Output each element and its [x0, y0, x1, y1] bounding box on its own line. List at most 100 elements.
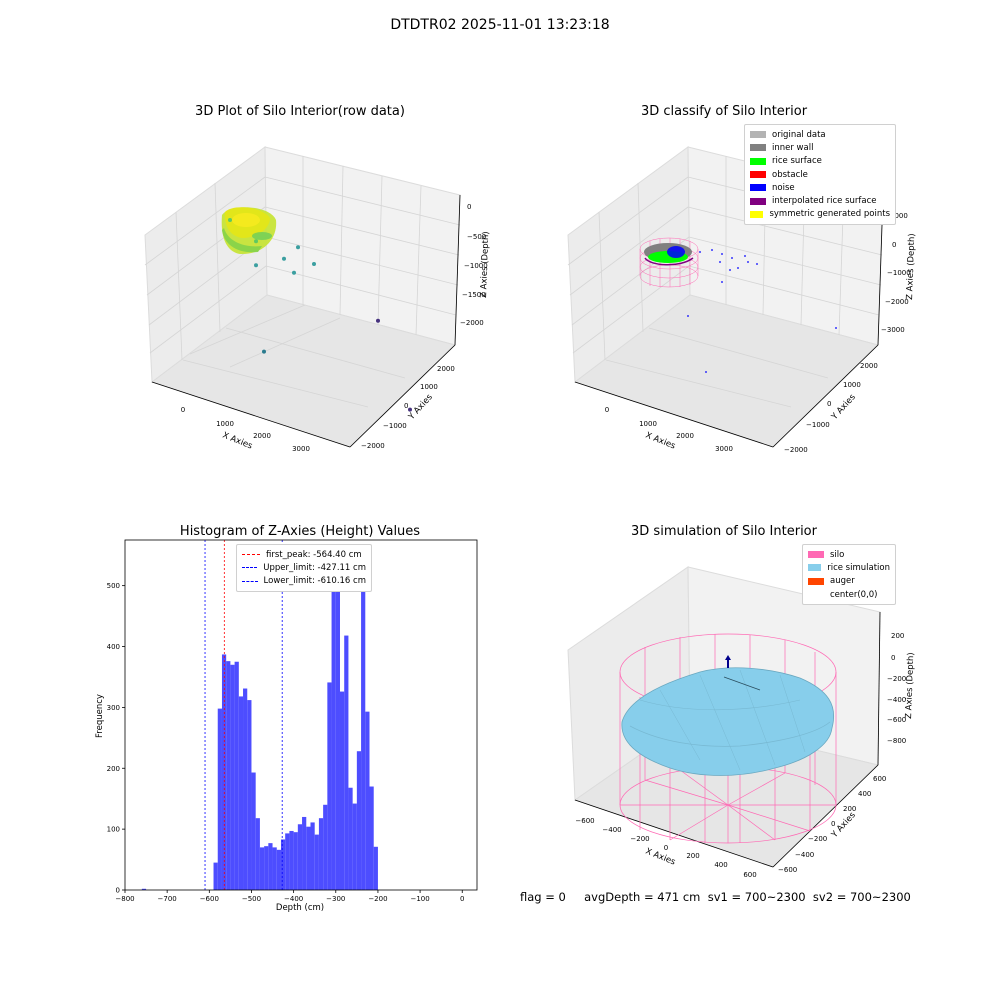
panel4-legend-label: center(0,0) [830, 589, 878, 600]
scatter-point [408, 407, 412, 412]
histogram-bar [289, 830, 294, 890]
panel4-zlabel: Z Axies (Depth) [904, 652, 916, 719]
panel2-noise-cluster [667, 246, 685, 258]
x-tick-label: −300 [326, 895, 345, 903]
histogram-legend-label: Upper_limit: -427.11 cm [263, 562, 366, 573]
histogram-bar [238, 696, 244, 890]
panel2-xlabel: X Axies [644, 431, 677, 452]
y-tick-label: 500 [107, 582, 120, 590]
svg-text:−1000: −1000 [887, 269, 911, 277]
panel1-title: 3D Plot of Silo Interior(row data) [195, 104, 405, 119]
svg-text:−3000: −3000 [881, 326, 905, 334]
panel4-legend-swatch [808, 577, 824, 585]
noise-point [747, 261, 749, 263]
scatter-point [254, 239, 258, 244]
panel4-xlabel: X Axies [644, 847, 677, 868]
histogram-bar [323, 804, 328, 890]
svg-text:−2000: −2000 [460, 319, 484, 327]
svg-text:400: 400 [714, 861, 727, 869]
svg-text:1000: 1000 [843, 381, 861, 389]
svg-text:0: 0 [605, 406, 609, 414]
histogram-bar [243, 688, 248, 890]
histogram-bar [251, 772, 256, 890]
svg-text:200: 200 [686, 852, 699, 860]
histogram-bar [255, 818, 260, 890]
histogram-bar [348, 787, 353, 890]
panel4-legend-label: rice simulation [827, 562, 890, 573]
noise-point [744, 255, 746, 257]
panel2-legend-item: symmetric generated points [750, 208, 890, 221]
histogram-legend-label: Lower_limit: -610.16 cm [263, 576, 366, 587]
svg-text:2000: 2000 [437, 365, 455, 373]
histogram-bar [141, 888, 147, 890]
panel2-legend-label: symmetric generated points [769, 209, 890, 220]
svg-text:−200: −200 [808, 835, 827, 843]
svg-text:1000: 1000 [639, 420, 657, 428]
histogram-legend-item: first_peak: -564.40 cm [242, 548, 366, 561]
noise-point [729, 269, 731, 271]
svg-text:600: 600 [743, 871, 756, 879]
panel4-legend: silo rice simulation auger center(0,0) [802, 544, 896, 606]
svg-text:−600: −600 [887, 716, 906, 724]
noise-point [699, 251, 701, 253]
histogram-bar [221, 654, 227, 890]
svg-text:0: 0 [467, 203, 471, 211]
y-tick-label: 300 [107, 704, 120, 712]
panel2-interpolated-surface [644, 257, 694, 266]
svg-text:200: 200 [891, 632, 904, 640]
panel1-ylabel: Y Axies [406, 392, 435, 423]
panel2-title: 3D classify of Silo Interior [640, 104, 808, 119]
svg-text:−800: −800 [887, 737, 906, 745]
noise-point [721, 281, 723, 283]
panel2-legend-item: original data [750, 128, 890, 141]
panel2-zlabel: Z Axies (Depth) [905, 233, 917, 300]
histogram-bar [314, 834, 319, 890]
svg-text:−600: −600 [575, 817, 594, 825]
scatter-point [228, 218, 232, 222]
panel4-center-marker [725, 655, 731, 668]
panel1-zlabel: Z Axies (Depth) [479, 231, 491, 298]
svg-text:−1000: −1000 [464, 262, 488, 270]
panel2-legend-label: inner wall [772, 142, 814, 153]
histogram-legend-swatch [242, 580, 258, 582]
panel2-legend: original data inner wall rice surface obsta… [744, 124, 896, 226]
panel2-legend-label: original data [772, 129, 826, 140]
histogram-bar [318, 818, 324, 890]
panel2-legend-item: inner wall [750, 141, 890, 154]
histogram-bar [280, 839, 286, 890]
histogram-legend: first_peak: -564.40 cm Upper_limit: -427.… [236, 544, 372, 592]
x-tick-label: −800 [115, 895, 134, 903]
noise-point [719, 261, 721, 263]
panel4-legend-swatch [808, 591, 824, 598]
svg-text:0: 0 [827, 400, 831, 408]
histogram-bar [268, 843, 273, 890]
panel4-legend-item: silo [808, 548, 890, 561]
histogram-bar [264, 846, 269, 890]
histogram-bar [335, 557, 340, 890]
panel4-rice-surface [621, 667, 835, 776]
histogram-legend-item: Upper_limit: -427.11 cm [242, 561, 366, 574]
histogram-legend-item: Lower_limit: -610.16 cm [242, 575, 366, 588]
svg-text:−1000: −1000 [383, 422, 407, 430]
histogram-reference-lines [204, 540, 283, 890]
svg-text:−200: −200 [887, 675, 906, 683]
svg-text:−400: −400 [795, 851, 814, 859]
panel2-legend-label: interpolated rice surface [772, 196, 877, 207]
panel2-legend-label: noise [772, 182, 795, 193]
panel2-legend-swatch [750, 171, 766, 179]
histogram-bar [217, 708, 222, 890]
noise-point [835, 327, 837, 329]
histogram-bar [297, 824, 303, 890]
svg-text:−500: −500 [467, 233, 486, 241]
svg-text:0: 0 [831, 820, 835, 828]
histogram-frame [124, 539, 478, 891]
noise-point [721, 253, 723, 255]
histogram-bar [276, 849, 281, 890]
svg-text:−200: −200 [630, 835, 649, 843]
panel2-legend-label: obstacle [772, 169, 808, 180]
histogram-legend-swatch [242, 554, 260, 556]
histogram-bar [234, 661, 239, 890]
x-tick-label: −100 [410, 895, 429, 903]
y-tick-label: 100 [107, 826, 120, 834]
panel2-legend-label: rice surface [772, 156, 822, 167]
